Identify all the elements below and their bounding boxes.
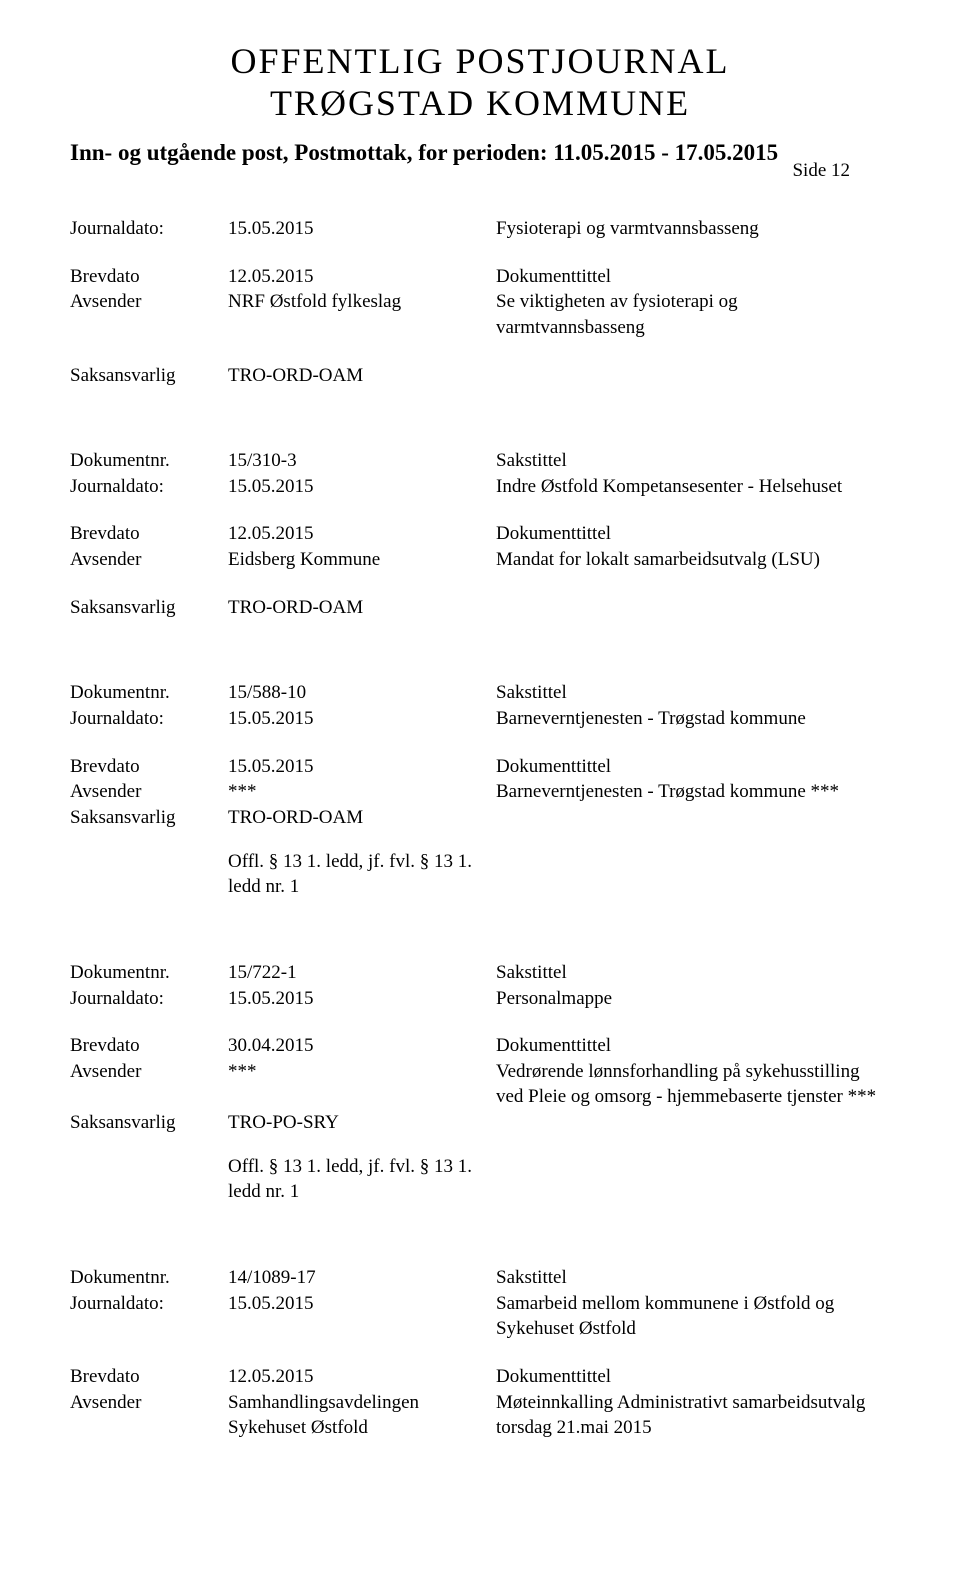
journaldato-value: 15.05.2015 xyxy=(228,986,488,1012)
label-avsender: Avsender xyxy=(70,779,220,805)
title-line1: OFFENTLIG POSTJOURNAL xyxy=(70,40,890,82)
sakstittel-value: Indre Østfold Kompetansesenter - Helsehu… xyxy=(496,474,890,500)
dokumentnr-value: 15/722-1 xyxy=(228,960,488,986)
label-saksansvarlig: Saksansvarlig xyxy=(70,595,220,621)
sakstittel-label: Sakstittel xyxy=(496,960,890,986)
sakstittel-value: Personalmappe xyxy=(496,986,890,1012)
journal-entry: Journaldato: 15.05.2015 Fysioterapi og v… xyxy=(70,216,890,388)
dokumenttittel-label: Dokumenttittel xyxy=(496,1033,890,1059)
journaldato-value: 15.05.2015 xyxy=(228,216,488,242)
sakstittel-label: Sakstittel xyxy=(496,448,890,474)
label-journaldato: Journaldato: xyxy=(70,216,220,242)
dokumenttittel-label: Dokumenttittel xyxy=(496,264,890,290)
label-brevdato: Brevdato xyxy=(70,264,220,290)
brevdato-value: 30.04.2015 xyxy=(228,1033,488,1059)
saksansvarlig-value: TRO-ORD-OAM xyxy=(228,363,488,389)
label-saksansvarlig: Saksansvarlig xyxy=(70,363,220,389)
dokumenttittel-label: Dokumenttittel xyxy=(496,1364,890,1390)
label-avsender: Avsender xyxy=(70,1059,220,1110)
sakstittel-label: Sakstittel xyxy=(496,680,890,706)
title-line2: TRØGSTAD KOMMUNE xyxy=(70,82,890,124)
journaldato-value: 15.05.2015 xyxy=(228,1291,488,1342)
label-brevdato: Brevdato xyxy=(70,1033,220,1059)
label-avsender: Avsender xyxy=(70,1390,220,1441)
empty xyxy=(70,849,220,900)
label-dokumentnr: Dokumentnr. xyxy=(70,960,220,986)
avsender-value: Eidsberg Kommune xyxy=(228,547,488,573)
dokumentnr-value: 15/588-10 xyxy=(228,680,488,706)
brevdato-value: 12.05.2015 xyxy=(228,1364,488,1390)
empty xyxy=(70,1154,220,1205)
sakstittel-value: Samarbeid mellom kommunene i Østfold og … xyxy=(496,1291,890,1342)
avsender-value: *** xyxy=(228,779,488,805)
avsender-value: *** xyxy=(228,1059,488,1110)
label-journaldato: Journaldato: xyxy=(70,706,220,732)
offl-text: Offl. § 13 1. ledd, jf. fvl. § 13 1. led… xyxy=(228,1154,488,1205)
journal-entry: Dokumentnr. 14/1089-17 Sakstittel Journa… xyxy=(70,1265,890,1441)
sakstittel-value: Barneverntjenesten - Trøgstad kommune xyxy=(496,706,890,732)
dokumenttittel-value: Mandat for lokalt samarbeidsutvalg (LSU) xyxy=(496,547,890,573)
avsender-value: NRF Østfold fylkeslag xyxy=(228,289,488,340)
journaldato-value: 15.05.2015 xyxy=(228,706,488,732)
avsender-value: Samhandlingsavdelingen Sykehuset Østfold xyxy=(228,1390,488,1441)
brevdato-value: 15.05.2015 xyxy=(228,754,488,780)
offl-text: Offl. § 13 1. ledd, jf. fvl. § 13 1. led… xyxy=(228,849,488,900)
dokumentnr-value: 14/1089-17 xyxy=(228,1265,488,1291)
label-brevdato: Brevdato xyxy=(70,754,220,780)
label-journaldato: Journaldato: xyxy=(70,474,220,500)
empty xyxy=(496,805,890,831)
brevdato-value: 12.05.2015 xyxy=(228,264,488,290)
dokumenttittel-value: Møteinnkalling Administrativt samarbeids… xyxy=(496,1390,890,1441)
journal-entry: Dokumentnr. 15/310-3 Sakstittel Journald… xyxy=(70,448,890,620)
sakstittel-value: Fysioterapi og varmtvannsbasseng xyxy=(496,216,890,242)
dokumentnr-value: 15/310-3 xyxy=(228,448,488,474)
page: OFFENTLIG POSTJOURNAL TRØGSTAD KOMMUNE S… xyxy=(0,0,960,1579)
label-brevdato: Brevdato xyxy=(70,1364,220,1390)
journal-entry: Dokumentnr. 15/588-10 Sakstittel Journal… xyxy=(70,680,890,899)
journaldato-value: 15.05.2015 xyxy=(228,474,488,500)
saksansvarlig-value: TRO-ORD-OAM xyxy=(228,805,488,831)
title-block: OFFENTLIG POSTJOURNAL TRØGSTAD KOMMUNE xyxy=(70,40,890,124)
label-brevdato: Brevdato xyxy=(70,521,220,547)
page-number: Side 12 xyxy=(792,160,850,182)
label-journaldato: Journaldato: xyxy=(70,986,220,1012)
empty xyxy=(496,595,890,621)
saksansvarlig-value: TRO-ORD-OAM xyxy=(228,595,488,621)
journal-entry: Dokumentnr. 15/722-1 Sakstittel Journald… xyxy=(70,960,890,1205)
brevdato-value: 12.05.2015 xyxy=(228,521,488,547)
label-saksansvarlig: Saksansvarlig xyxy=(70,1110,220,1136)
label-dokumentnr: Dokumentnr. xyxy=(70,448,220,474)
label-dokumentnr: Dokumentnr. xyxy=(70,1265,220,1291)
label-journaldato: Journaldato: xyxy=(70,1291,220,1342)
empty xyxy=(496,363,890,389)
dokumenttittel-label: Dokumenttittel xyxy=(496,521,890,547)
sakstittel-label: Sakstittel xyxy=(496,1265,890,1291)
label-dokumentnr: Dokumentnr. xyxy=(70,680,220,706)
empty xyxy=(496,1110,890,1136)
label-avsender: Avsender xyxy=(70,289,220,340)
label-saksansvarlig: Saksansvarlig xyxy=(70,805,220,831)
dokumenttittel-value: Barneverntjenesten - Trøgstad kommune **… xyxy=(496,779,890,805)
saksansvarlig-value: TRO-PO-SRY xyxy=(228,1110,488,1136)
dokumenttittel-value: Vedrørende lønnsforhandling på sykehusst… xyxy=(496,1059,890,1110)
label-avsender: Avsender xyxy=(70,547,220,573)
subtitle: Inn- og utgående post, Postmottak, for p… xyxy=(70,140,890,166)
dokumenttittel-value: Se viktigheten av fysioterapi og varmtva… xyxy=(496,289,890,340)
dokumenttittel-label: Dokumenttittel xyxy=(496,754,890,780)
